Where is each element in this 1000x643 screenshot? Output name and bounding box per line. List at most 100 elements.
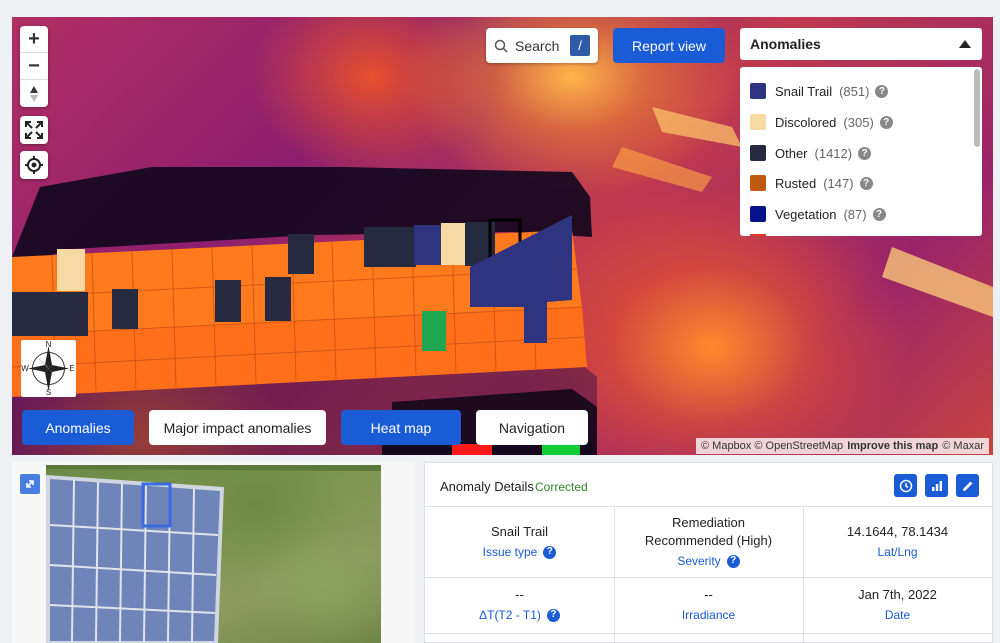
compass-n-label: N: [46, 340, 52, 349]
help-icon[interactable]: ?: [543, 545, 557, 559]
help-icon[interactable]: ?: [872, 207, 886, 221]
analytics-button[interactable]: [925, 474, 948, 497]
help-icon[interactable]: ?: [859, 176, 873, 190]
expand-image-button[interactable]: [20, 474, 40, 494]
legend-label: Snail Trail: [775, 83, 833, 99]
delta-t-label: ΔT(T2 - T1): [479, 608, 541, 622]
irradiance-value: --: [704, 587, 713, 602]
issue-type-label: Issue type: [482, 545, 538, 559]
compass-s-label: S: [46, 388, 51, 397]
bar-chart-icon: [931, 480, 942, 491]
legend-label: Other: [775, 145, 808, 161]
details-divider: [425, 506, 992, 507]
compass-w-label: W: [21, 364, 29, 373]
vegetation-swatch: [750, 206, 766, 222]
legend-label: Discolored: [775, 114, 837, 130]
mapbox-attribution[interactable]: © Mapbox: [701, 440, 752, 452]
compass-e-label: E: [69, 364, 74, 373]
expand-icon: [26, 480, 34, 488]
search-label: Search: [515, 37, 560, 54]
legend-item-snail-trail[interactable]: Snail Trail (851) ?: [750, 82, 889, 100]
anomaly-legend-list: Snail Trail (851) ? Discolored (305) ? O…: [740, 67, 982, 236]
help-icon[interactable]: ?: [858, 146, 872, 160]
osm-attribution[interactable]: © OpenStreetMap: [754, 440, 844, 452]
layer-dropdown-value: Anomalies: [750, 36, 821, 52]
snail-trail-swatch: [750, 83, 766, 99]
layer-dropdown[interactable]: Anomalies: [740, 28, 982, 60]
date-cell: Jan 7th, 2022 Date: [803, 586, 992, 624]
help-icon[interactable]: ?: [875, 84, 889, 98]
compass-rose-icon: N S E W: [21, 340, 74, 397]
map-attribution: © Mapbox © OpenStreetMap Improve this ma…: [696, 438, 989, 454]
help-icon[interactable]: ?: [879, 115, 893, 129]
tab-navigation[interactable]: Navigation: [476, 410, 588, 445]
legend-item-rusted[interactable]: Rusted (147) ?: [750, 174, 873, 192]
details-divider: [425, 577, 992, 578]
issue-type-label-row: Issue type ?: [483, 543, 557, 561]
pencil-icon: [962, 481, 972, 491]
reset-bearing-button[interactable]: [20, 80, 48, 107]
tab-anomalies[interactable]: Anomalies: [22, 410, 134, 445]
tab-heat-map[interactable]: Heat map: [341, 410, 461, 445]
improve-map-link[interactable]: Improve this map: [847, 440, 939, 452]
issue-type-cell: Snail Trail Issue type ?: [425, 523, 614, 561]
details-divider: [425, 633, 992, 634]
anomaly-details-panel: Anomaly Details Corrected Snail Trail Is…: [424, 462, 993, 643]
clock-icon: [899, 479, 912, 492]
legend-item-other[interactable]: Other (1412) ?: [750, 144, 872, 162]
legend-count: (87): [843, 206, 867, 222]
tab-major-impact-anomalies[interactable]: Major impact anomalies: [149, 410, 326, 445]
severity-label-row: Severity ?: [677, 552, 740, 570]
severity-cell: Remediation Recommended (High) Severity …: [614, 514, 803, 570]
legend-item-discolored[interactable]: Discolored (305) ?: [750, 113, 893, 131]
solar-panels-photo: [46, 465, 381, 643]
latlng-value: 14.1644, 78.1434: [846, 524, 949, 539]
legend-count: (147): [823, 175, 854, 191]
zoom-out-icon: −: [28, 54, 40, 77]
latlng-cell: 14.1644, 78.1434 Lat/Lng: [803, 523, 992, 561]
issue-type-value: Snail Trail: [490, 524, 549, 539]
severity-value: Remediation Recommended (High): [644, 515, 773, 548]
compass-arrow-icon: [30, 85, 38, 102]
discolored-swatch: [750, 114, 766, 130]
thermal-map[interactable]: + −: [12, 17, 993, 455]
rusted-swatch: [750, 175, 766, 191]
legend-count: (1412): [814, 145, 853, 161]
zoom-controls: + −: [20, 26, 48, 107]
fullscreen-button[interactable]: [20, 116, 48, 144]
delta-t-label-row: ΔT(T2 - T1) ?: [479, 606, 560, 624]
help-icon[interactable]: ?: [546, 608, 560, 622]
delta-t-value: --: [515, 587, 524, 602]
history-button[interactable]: [894, 474, 917, 497]
locate-icon: [25, 156, 43, 174]
other-swatch: [750, 145, 766, 161]
zoom-out-button[interactable]: −: [20, 53, 48, 80]
anomaly-details-title: Anomaly Details: [440, 479, 534, 494]
legend-scrollbar[interactable]: [974, 69, 980, 147]
geolocate-button[interactable]: [20, 151, 48, 179]
help-icon[interactable]: ?: [726, 554, 740, 568]
date-label: Date: [884, 608, 911, 622]
edit-button[interactable]: [956, 474, 979, 497]
legend-count: (851): [839, 83, 870, 99]
caret-up-icon: [959, 40, 971, 48]
panel-photo-thumbnail[interactable]: [46, 465, 381, 643]
search-icon: [494, 39, 508, 53]
report-view-button[interactable]: Report view: [613, 28, 725, 63]
maxar-attribution[interactable]: © Maxar: [942, 440, 984, 452]
status-badge: Corrected: [535, 480, 588, 494]
latlng-label: Lat/Lng: [877, 545, 918, 559]
legend-count: (305): [843, 114, 874, 130]
search-input[interactable]: Search /: [486, 28, 598, 63]
zoom-in-button[interactable]: +: [20, 26, 48, 53]
date-value: Jan 7th, 2022: [858, 587, 937, 602]
next-legend-swatch: [750, 234, 766, 236]
zoom-in-icon: +: [28, 27, 40, 50]
irradiance-cell: -- Irradiance: [614, 586, 803, 624]
fullscreen-icon: [25, 121, 43, 139]
legend-item-vegetation[interactable]: Vegetation (87) ?: [750, 205, 886, 223]
severity-label: Severity: [677, 554, 721, 568]
delta-t-cell: -- ΔT(T2 - T1) ?: [425, 586, 614, 624]
details-divider: [803, 506, 804, 643]
irradiance-label: Irradiance: [681, 608, 736, 622]
